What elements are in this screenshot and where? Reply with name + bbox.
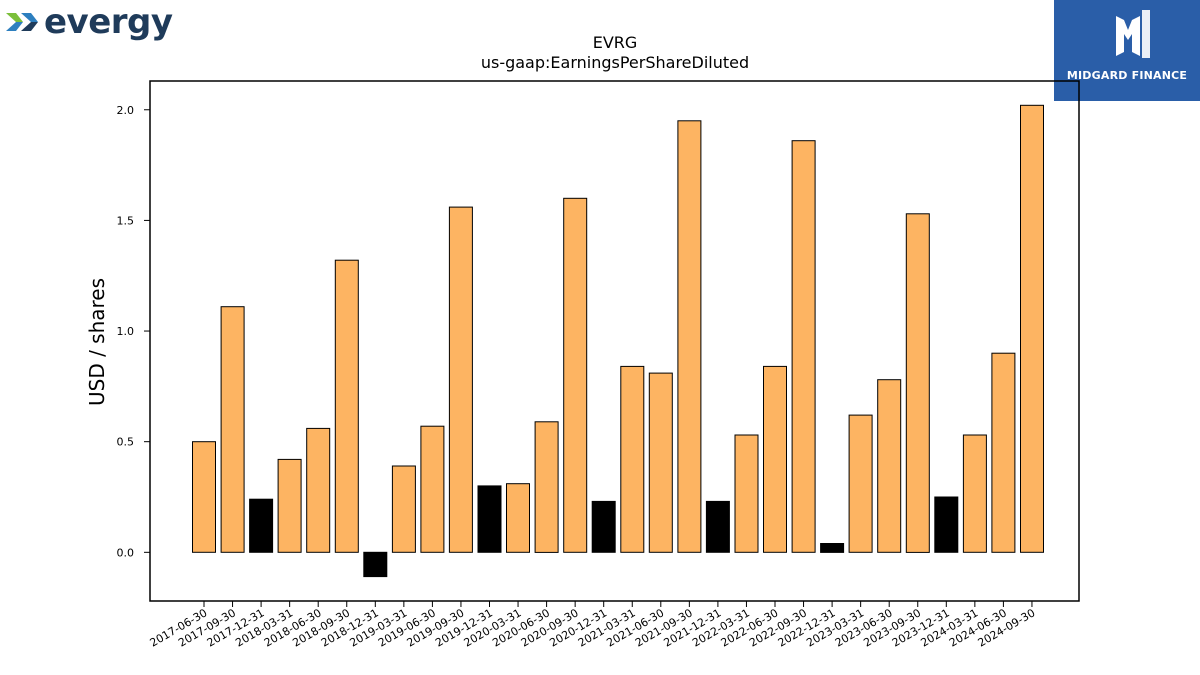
bar-2020-12-31 xyxy=(591,500,616,553)
bar-2023-06-30 xyxy=(877,379,902,553)
bar-2023-03-31 xyxy=(848,414,873,553)
bar-2021-12-31 xyxy=(705,500,730,553)
bar-2017-12-31 xyxy=(249,498,274,553)
y-ticks-group: 0.0 0.5 1.0 1.5 2.0 xyxy=(117,104,150,559)
company-wordmark: evergy xyxy=(44,2,173,42)
bar-2021-03-31 xyxy=(620,365,645,553)
bar-2020-03-31 xyxy=(506,483,530,553)
bar-2018-06-30 xyxy=(306,427,331,553)
y-tick-label: 0.0 xyxy=(117,546,135,559)
bar-2022-03-31 xyxy=(734,434,759,553)
bar-2024-09-30 xyxy=(1020,104,1044,553)
bar-2020-09-30 xyxy=(563,197,588,553)
y-tick-label: 1.0 xyxy=(117,325,135,338)
bar-2019-12-31 xyxy=(477,485,502,553)
bar-2018-03-31 xyxy=(277,458,302,553)
midgard-logo-icon xyxy=(1116,10,1150,58)
bar-2022-09-30 xyxy=(791,140,816,553)
bar-2023-12-31 xyxy=(934,496,959,553)
bar-2018-12-31 xyxy=(363,551,388,578)
bar-2024-03-31 xyxy=(962,434,987,553)
bar-2019-03-31 xyxy=(391,465,416,553)
bar-2023-09-30 xyxy=(905,213,930,553)
bar-2021-06-30 xyxy=(648,372,673,553)
bar-2021-09-30 xyxy=(677,120,702,553)
bar-2017-09-30 xyxy=(220,306,245,553)
y-tick-label: 2.0 xyxy=(117,104,135,117)
bar-2019-06-30 xyxy=(420,425,445,553)
evergy-arrow-icon xyxy=(6,13,38,31)
badge-text: MIDGARD FINANCE xyxy=(1066,69,1188,82)
bars-group xyxy=(192,104,1044,578)
bar-2018-09-30 xyxy=(334,259,359,553)
evergy-logo: evergy xyxy=(6,2,173,42)
chart-subtitle: us-gaap:EarningsPerShareDiluted xyxy=(481,53,749,72)
chart-title: EVRG xyxy=(593,33,638,52)
midgard-finance-badge: MIDGARD FINANCE xyxy=(1054,0,1200,101)
plot-frame xyxy=(149,80,1080,602)
bar-2017-06-30 xyxy=(192,441,216,553)
bar-2022-12-31 xyxy=(820,543,845,553)
bar-2022-06-30 xyxy=(763,365,787,553)
y-tick-label: 1.5 xyxy=(117,214,135,227)
bar-2024-06-30 xyxy=(991,352,1016,553)
x-ticks-group: 2017-06-302017-09-302017-12-312018-03-31… xyxy=(148,601,1037,650)
y-axis-label: USD / shares xyxy=(85,278,109,406)
y-tick-label: 0.5 xyxy=(117,436,135,449)
bar-2019-09-30 xyxy=(448,206,473,553)
bar-2020-06-30 xyxy=(534,421,559,553)
